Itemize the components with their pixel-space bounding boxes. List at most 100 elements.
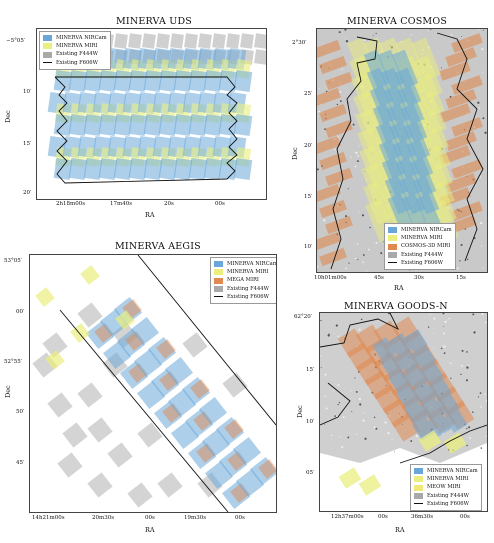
- nircam-footprint: [387, 193, 415, 233]
- star-speck: [466, 366, 469, 369]
- nircam-footprint: [404, 365, 428, 389]
- nircam-footprint: [98, 157, 118, 181]
- legend-label: Existing F606W: [427, 500, 469, 507]
- nircam-footprint: [83, 113, 103, 137]
- mega-footprint: [190, 379, 210, 399]
- f444w-swatch: [414, 492, 423, 499]
- goodsn-f606w-outline: [320, 313, 400, 348]
- nircam-footprint: [203, 157, 223, 181]
- f444w-footprint: [62, 422, 88, 448]
- star-speck: [358, 145, 360, 147]
- uds-x-tick: 2h18m00s: [56, 201, 86, 207]
- star-speck: [345, 267, 347, 270]
- goodsn-f606w-outline: [399, 424, 487, 464]
- f444w-footprint: [57, 452, 83, 478]
- uds-y-tick: 10′: [23, 89, 32, 95]
- star-speck: [318, 110, 320, 113]
- aegis-map-svg: [32, 255, 276, 512]
- star-speck: [338, 402, 341, 404]
- legend-label: Existing F444W: [56, 51, 98, 58]
- nircam-footprint: [158, 157, 178, 181]
- nircam-footprint: [128, 157, 148, 181]
- star-speck: [352, 123, 355, 126]
- star-speck: [460, 373, 462, 376]
- cosmos3d-footprint: [445, 131, 477, 151]
- f444w-footprint: [77, 302, 103, 328]
- f444w-footprint: [128, 33, 142, 49]
- aegis-x-tick: 20m30s: [92, 515, 115, 521]
- star-speck: [461, 364, 464, 367]
- star-speck: [356, 433, 358, 435]
- legend-item: MINERVA NIRCam: [414, 467, 478, 475]
- star-speck: [345, 215, 348, 218]
- nircam-footprint: [444, 409, 468, 433]
- goodsn-y-tick: 05′: [306, 470, 315, 476]
- f444w-footprint: [127, 482, 153, 508]
- nircam-footprint: [420, 361, 444, 385]
- star-speck: [372, 35, 374, 37]
- star-speck: [324, 373, 327, 376]
- star-speck: [465, 379, 468, 382]
- nircam-footprint: [143, 113, 163, 137]
- f444w-footprint: [254, 49, 266, 65]
- star-speck: [368, 248, 370, 251]
- f444w-swatch: [214, 285, 223, 292]
- star-speck: [362, 261, 364, 264]
- miri-footprint: [338, 467, 362, 489]
- star-speck: [323, 219, 326, 222]
- aegis-x-tick: 00s: [235, 515, 245, 521]
- miri-footprint: [115, 310, 135, 330]
- cosmos3d-footprint: [445, 173, 477, 193]
- legend-item: Existing F444W: [43, 50, 107, 58]
- star-speck: [466, 427, 468, 430]
- nircam-footprint: [158, 113, 178, 137]
- f444w-footprint: [254, 33, 266, 49]
- star-speck: [359, 143, 361, 145]
- star-speck: [336, 103, 339, 106]
- cosmos3d-footprint: [325, 119, 353, 139]
- legend-label: Existing F606W: [227, 293, 269, 300]
- nircam-swatch: [43, 35, 52, 42]
- star-speck: [317, 265, 319, 268]
- cosmos3d-footprint: [317, 183, 341, 203]
- star-speck: [320, 367, 322, 369]
- legend-item: MEGA MIRI: [214, 276, 276, 284]
- legend-item: Existing F606W: [43, 59, 107, 67]
- star-speck: [410, 34, 412, 36]
- nircam-footprint: [372, 337, 396, 361]
- uds-map-svg: [47, 33, 266, 184]
- legend-label: MEOW MIRI: [427, 484, 461, 491]
- star-speck: [345, 40, 349, 43]
- star-speck: [334, 415, 337, 417]
- cosmos-x-tick: 30s: [414, 275, 424, 281]
- goodsn-x-tick: 00s: [378, 514, 388, 520]
- goodsn-x-tick: 00s: [460, 514, 470, 520]
- meow-swatch: [414, 484, 423, 491]
- uds-y-tick: −5°05′: [6, 38, 26, 44]
- legend-item: MINERVA NIRCam: [388, 226, 452, 234]
- star-speck: [357, 258, 359, 261]
- legend-label: COSMOS-3D MIRI: [401, 243, 451, 250]
- cosmos3d-footprint: [451, 159, 483, 179]
- star-speck: [472, 411, 474, 413]
- nircam-footprint: [396, 349, 420, 373]
- goodsn-y-tick: 62°20′: [294, 314, 312, 320]
- star-speck: [478, 212, 480, 214]
- f444w-footprint: [87, 472, 113, 498]
- cosmos-coverage-tiles: [317, 33, 483, 267]
- nircam-footprint: [164, 356, 194, 386]
- aegis-map-frame: MINERVA NIRCam MINERVA MIRI MEGA MIRI Ex…: [29, 254, 277, 513]
- f444w-footprint: [157, 472, 183, 498]
- uds-f606w-outline: [54, 76, 238, 184]
- nircam-footprint: [412, 345, 436, 369]
- uds-x-tick: 20s: [164, 201, 174, 207]
- star-speck: [468, 437, 471, 440]
- star-speck: [482, 71, 484, 73]
- aegis-x-tick: 00s: [145, 515, 155, 521]
- star-speck: [339, 100, 342, 103]
- uds-x-label: RA: [145, 211, 155, 219]
- star-speck: [350, 156, 352, 158]
- nircam-footprint: [53, 157, 73, 181]
- f444w-footprint: [222, 372, 248, 398]
- star-speck: [384, 421, 387, 424]
